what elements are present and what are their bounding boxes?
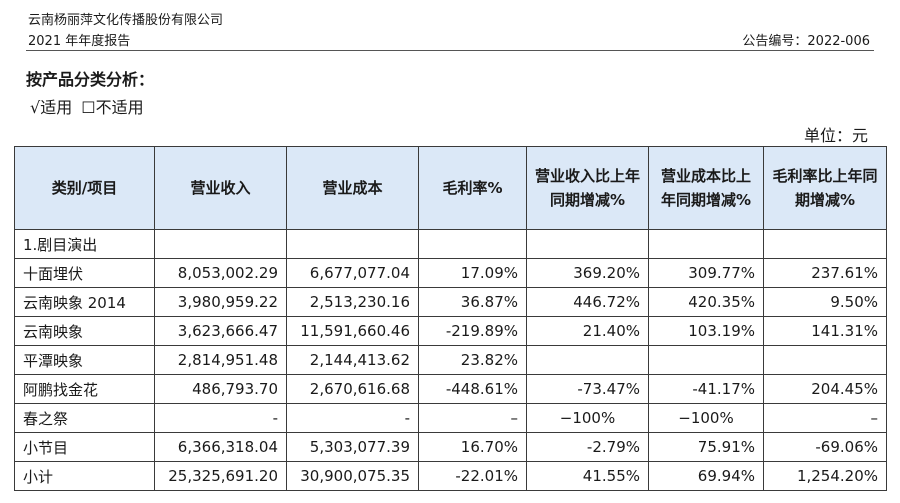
revenue-cell: 25,325,691.20 (154, 461, 287, 491)
cost-cell: 2,144,413.62 (286, 345, 419, 375)
gross-margin-cell: 16.70% (418, 432, 527, 462)
revenue-change-cell (526, 345, 649, 375)
cost-change-cell: 309.77% (648, 258, 764, 288)
margin-change-cell (763, 345, 887, 375)
category-cell: 小节目 (14, 432, 155, 462)
section-title: 按产品分类分析： (26, 70, 155, 89)
cost-change-cell: −100% (648, 403, 764, 433)
category-cell: 1.剧目演出 (14, 229, 155, 259)
table-row: 春之祭 - - – −100% −100% – (14, 403, 887, 433)
cost-cell: - (286, 403, 419, 433)
table-row: 1.剧目演出 (14, 229, 887, 259)
category-cell: 云南映象 2014 (14, 287, 155, 317)
revenue-change-cell: 41.55% (526, 461, 649, 491)
report-title: 2021 年年度报告 (28, 34, 131, 49)
cost-cell: 5,303,077.39 (286, 432, 419, 462)
header-gross-margin: 毛利率% (418, 146, 527, 230)
gross-margin-cell: 17.09% (418, 258, 527, 288)
company-name: 云南杨丽萍文化传播股份有限公司 (28, 13, 224, 28)
margin-change-cell: 9.50% (763, 287, 887, 317)
cost-cell: 11,591,660.46 (286, 316, 419, 346)
cost-change-cell: 103.19% (648, 316, 764, 346)
revenue-change-cell: −100% (526, 403, 649, 433)
cost-change-cell: -41.17% (648, 374, 764, 404)
table-row: 小节目 6,366,318.04 5,303,077.39 16.70% -2.… (14, 432, 887, 462)
revenue-cell: - (154, 403, 287, 433)
category-cell: 春之祭 (14, 403, 155, 433)
margin-change-cell: 141.31% (763, 316, 887, 346)
category-cell: 十面埋伏 (14, 258, 155, 288)
table-row: 小计 25,325,691.20 30,900,075.35 -22.01% 4… (14, 461, 887, 491)
revenue-cell (154, 229, 287, 259)
table-row: 平潭映象 2,814,951.48 2,144,413.62 23.82% (14, 345, 887, 375)
category-cell: 云南映象 (14, 316, 155, 346)
margin-change-cell: -69.06% (763, 432, 887, 462)
cost-change-cell: 69.94% (648, 461, 764, 491)
not-applicable-option: ☐不适用 (81, 98, 144, 117)
revenue-change-cell: 369.20% (526, 258, 649, 288)
header-category: 类别/项目 (14, 146, 155, 230)
header-margin-change: 毛利率比上年同期增减% (763, 146, 887, 230)
header-divider (26, 50, 874, 51)
margin-change-cell: 1,254.20% (763, 461, 887, 491)
revenue-cell: 2,814,951.48 (154, 345, 287, 375)
revenue-change-cell: 446.72% (526, 287, 649, 317)
applicability-options: √适用 ☐不适用 (30, 94, 148, 118)
table-row: 云南映象 2014 3,980,959.22 2,513,230.16 36.8… (14, 287, 887, 317)
revenue-cell: 3,623,666.47 (154, 316, 287, 346)
gross-margin-cell: -22.01% (418, 461, 527, 491)
gross-margin-cell: -448.61% (418, 374, 527, 404)
gross-margin-cell: – (418, 403, 527, 433)
cost-cell: 30,900,075.35 (286, 461, 419, 491)
cost-cell: 6,677,077.04 (286, 258, 419, 288)
gross-margin-cell: 23.82% (418, 345, 527, 375)
revenue-change-cell: -73.47% (526, 374, 649, 404)
header-cost-change: 营业成本比上年同期增减% (648, 146, 764, 230)
header-revenue-change: 营业收入比上年同期增减% (526, 146, 649, 230)
gross-margin-cell: -219.89% (418, 316, 527, 346)
gross-margin-cell (418, 229, 527, 259)
category-cell: 阿鹏找金花 (14, 374, 155, 404)
table-row: 阿鹏找金花 486,793.70 2,670,616.68 -448.61% -… (14, 374, 887, 404)
unit-label: 单位：元 (803, 126, 868, 145)
product-analysis-table: 类别/项目 营业收入 营业成本 毛利率% 营业收入比上年同期增减% 营业成本比上… (14, 146, 887, 491)
margin-change-cell (763, 229, 887, 259)
cost-change-cell (648, 345, 764, 375)
revenue-change-cell (526, 229, 649, 259)
cost-change-cell: 75.91% (648, 432, 764, 462)
gross-margin-cell: 36.87% (418, 287, 527, 317)
revenue-cell: 8,053,002.29 (154, 258, 287, 288)
applicable-option: √适用 (30, 98, 73, 117)
notice-number: 公告编号：2022-006 (742, 34, 870, 49)
category-cell: 平潭映象 (14, 345, 155, 375)
revenue-change-cell: -2.79% (526, 432, 649, 462)
revenue-cell: 486,793.70 (154, 374, 287, 404)
revenue-change-cell: 21.40% (526, 316, 649, 346)
category-cell: 小计 (14, 461, 155, 491)
table-header-row: 类别/项目 营业收入 营业成本 毛利率% 营业收入比上年同期增减% 营业成本比上… (14, 146, 887, 230)
margin-change-cell: – (763, 403, 887, 433)
cost-cell: 2,670,616.68 (286, 374, 419, 404)
header-revenue: 营业收入 (154, 146, 287, 230)
table-row: 十面埋伏 8,053,002.29 6,677,077.04 17.09% 36… (14, 258, 887, 288)
cost-cell: 2,513,230.16 (286, 287, 419, 317)
table-row: 云南映象 3,623,666.47 11,591,660.46 -219.89%… (14, 316, 887, 346)
revenue-cell: 6,366,318.04 (154, 432, 287, 462)
cost-change-cell (648, 229, 764, 259)
revenue-cell: 3,980,959.22 (154, 287, 287, 317)
cost-change-cell: 420.35% (648, 287, 764, 317)
margin-change-cell: 237.61% (763, 258, 887, 288)
cost-cell (286, 229, 419, 259)
header-cost: 营业成本 (286, 146, 419, 230)
margin-change-cell: 204.45% (763, 374, 887, 404)
